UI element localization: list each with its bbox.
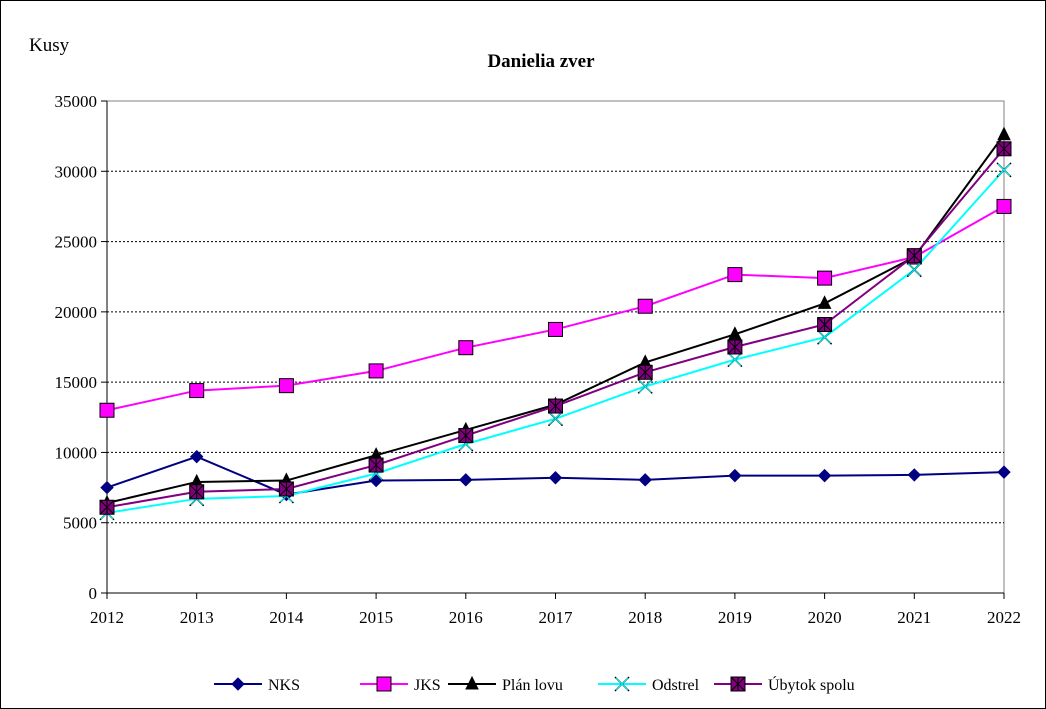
legend-marker xyxy=(614,676,630,692)
y-tick-label: 15000 xyxy=(55,373,98,392)
legend-marker xyxy=(465,675,479,690)
marker-stroke xyxy=(615,677,629,691)
data-point xyxy=(459,473,473,487)
data-point xyxy=(817,468,832,483)
marker-stroke xyxy=(638,380,652,393)
x-tick-label: 2013 xyxy=(180,608,214,627)
data-point xyxy=(189,383,205,399)
x-tick-labels: 2012 2013 2014 2015 2016 2017 2018 2019 2020 2021… xyxy=(90,608,1021,627)
x-tick-label: 2016 xyxy=(449,608,483,627)
y-tick-labels: 0 5000 10000 15000 20000 25000 30000 35000 xyxy=(55,92,98,603)
data-point xyxy=(548,471,563,485)
legend-item: Plán lovu xyxy=(448,675,563,694)
data-point xyxy=(727,267,743,283)
data-point xyxy=(817,317,833,333)
data-point xyxy=(637,364,653,380)
legend-label: Úbytok spolu xyxy=(768,675,855,694)
data-point xyxy=(99,402,115,418)
gridlines xyxy=(101,100,1005,599)
data-point xyxy=(728,326,742,340)
data-point xyxy=(727,352,743,368)
data-point xyxy=(548,321,563,337)
data-point xyxy=(100,480,114,495)
legend-label: Plán lovu xyxy=(502,677,563,694)
x-tick-label: 2014 xyxy=(269,608,304,627)
data-point xyxy=(458,340,474,356)
data-point xyxy=(997,465,1011,479)
x-tick-label: 2022 xyxy=(987,608,1021,627)
data-point xyxy=(997,126,1011,141)
data-point xyxy=(996,162,1012,178)
y-axis-label: Kusy xyxy=(29,35,70,56)
legend-item: Odstrel xyxy=(598,676,700,694)
x-tick-label: 2012 xyxy=(90,608,124,627)
x-tick-label: 2015 xyxy=(359,608,393,627)
marker-stroke xyxy=(818,330,831,344)
data-point xyxy=(189,449,204,464)
data-point xyxy=(637,378,653,394)
y-tick-label: 5000 xyxy=(63,514,97,533)
series-4 xyxy=(99,141,1012,515)
legend-label: JKS xyxy=(414,677,441,694)
data-point xyxy=(906,262,922,278)
data-point xyxy=(278,378,294,394)
data-point xyxy=(817,295,832,309)
legend-item: JKS xyxy=(360,676,441,694)
data-point xyxy=(368,457,384,473)
data-point xyxy=(817,329,833,345)
data-point xyxy=(278,481,294,497)
y-tick-label: 0 xyxy=(89,584,98,603)
y-tick-label: 35000 xyxy=(55,92,98,111)
x-tick-label: 2021 xyxy=(897,608,931,627)
data-point xyxy=(728,468,742,483)
y-tick-label: 10000 xyxy=(55,443,98,462)
legend-label: Odstrel xyxy=(652,677,700,694)
data-point xyxy=(906,248,922,264)
legend-marker xyxy=(231,677,245,691)
legend: NKS JKS Plán lovu Odstrel Úbytok spolu xyxy=(214,675,855,694)
legend-item: Úbytok spolu xyxy=(714,675,855,694)
x-tick-label: 2017 xyxy=(539,608,574,627)
legend-marker xyxy=(730,676,746,692)
marker-stroke xyxy=(728,353,742,367)
marker-stroke xyxy=(549,412,562,426)
data-point xyxy=(368,363,384,379)
x-tick-label: 2020 xyxy=(808,608,842,627)
legend-item: NKS xyxy=(214,677,300,694)
chart-title: Danielia zver xyxy=(487,51,595,72)
x-tick-label: 2018 xyxy=(628,608,662,627)
data-point xyxy=(99,499,115,515)
series-1 xyxy=(99,198,1012,418)
plot-area xyxy=(106,100,1005,594)
legend-label: NKS xyxy=(268,677,300,694)
data-point xyxy=(189,484,205,500)
data-point xyxy=(548,398,563,414)
data-point xyxy=(996,198,1012,214)
data-point xyxy=(637,298,653,314)
data-point xyxy=(458,428,474,444)
y-tick-label: 25000 xyxy=(55,233,98,252)
data-point xyxy=(907,468,922,482)
series-group xyxy=(99,126,1012,521)
marker-stroke xyxy=(907,263,921,277)
data-point xyxy=(996,141,1012,157)
x-tick-label: 2019 xyxy=(718,608,752,627)
data-point xyxy=(727,339,743,355)
y-tick-label: 20000 xyxy=(55,303,98,322)
marker-stroke xyxy=(997,163,1011,177)
data-point xyxy=(817,270,833,286)
data-point xyxy=(547,411,564,427)
legend-marker xyxy=(376,676,392,692)
data-point xyxy=(638,473,652,487)
y-tick-label: 30000 xyxy=(55,162,98,181)
